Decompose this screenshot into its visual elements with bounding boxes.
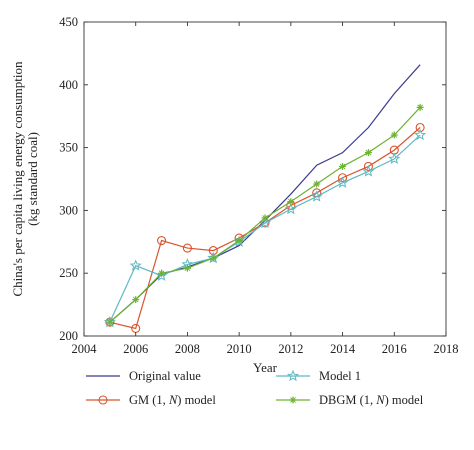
y-tick-label: 400 bbox=[59, 78, 78, 92]
data-point-star-marker bbox=[155, 269, 168, 281]
y-axis-label-line: (kg standard coal) bbox=[25, 132, 40, 226]
x-tick-label: 2014 bbox=[330, 342, 356, 356]
data-point-star-marker bbox=[310, 190, 323, 202]
series-line bbox=[109, 127, 421, 330]
plus-marker-d2 bbox=[417, 104, 423, 111]
plus-marker-d2 bbox=[107, 319, 113, 326]
legend-label: GM (1, N) model bbox=[129, 393, 216, 407]
legend-entry: DBGM (1, N) model bbox=[276, 393, 424, 407]
data-point-plus-marker bbox=[339, 162, 347, 170]
x-tick-label: 2004 bbox=[72, 342, 98, 356]
plus-marker-d2 bbox=[184, 265, 191, 272]
data-point-circle-marker bbox=[157, 235, 167, 246]
plus-marker-d2 bbox=[132, 296, 139, 303]
axes: 2004 2006 2008 2010 2012 2014 2016 2018 200 250 30… bbox=[10, 15, 459, 375]
data-point-circle-marker bbox=[363, 161, 373, 171]
y-tick-label: 450 bbox=[59, 15, 78, 29]
y-tick-label: 250 bbox=[59, 266, 78, 280]
series-3 bbox=[106, 103, 424, 326]
data-point-star-marker bbox=[129, 259, 142, 271]
data-point-star-marker bbox=[336, 176, 349, 188]
y-tick-label: 350 bbox=[59, 141, 78, 155]
plus-marker-d2 bbox=[365, 149, 372, 156]
data-point-plus-marker bbox=[364, 149, 372, 157]
data-point-star-marker bbox=[388, 152, 401, 165]
series-1 bbox=[105, 122, 425, 334]
legend-entry: GM (1, N) model bbox=[86, 393, 216, 407]
legend-label-part: ) model bbox=[177, 393, 216, 407]
plot-area bbox=[103, 64, 427, 334]
legend-label: Original value bbox=[129, 369, 201, 383]
y-axis-label-line: China's per capita living energy consump… bbox=[10, 61, 25, 296]
data-point-plus-marker bbox=[287, 198, 295, 206]
data-point-circle-marker bbox=[338, 173, 348, 183]
data-point-circle-marker bbox=[208, 246, 218, 256]
legend-entry: Model 1 bbox=[276, 369, 361, 383]
series-0 bbox=[109, 64, 421, 323]
data-point-plus-marker bbox=[261, 214, 269, 222]
data-point-star-marker bbox=[362, 165, 375, 177]
plus-marker-d2 bbox=[391, 132, 398, 138]
legend-label: DBGM (1, N) model bbox=[319, 393, 424, 407]
plus-marker-d2 bbox=[210, 255, 217, 261]
data-point-star-marker bbox=[284, 202, 297, 215]
data-point-plus-marker bbox=[183, 264, 191, 272]
series-line bbox=[109, 64, 421, 323]
data-point-plus-marker bbox=[132, 296, 140, 304]
y-tick-label: 300 bbox=[59, 203, 78, 217]
plus-marker-d2 bbox=[339, 163, 346, 170]
data-point-circle-marker bbox=[98, 395, 108, 405]
data-point-plus-marker bbox=[313, 180, 321, 188]
data-point-circle-marker bbox=[182, 243, 192, 253]
data-point-circle-marker bbox=[415, 122, 425, 133]
x-tick-label: 2016 bbox=[382, 342, 407, 356]
y-tick-label: 200 bbox=[59, 329, 78, 343]
legend-label-part: ) model bbox=[385, 393, 424, 407]
x-tick-label: 2006 bbox=[123, 342, 148, 356]
x-tick-label: 2010 bbox=[227, 342, 252, 356]
plot-frame bbox=[83, 21, 447, 337]
data-point-plus-marker bbox=[106, 318, 114, 326]
series-2 bbox=[103, 128, 427, 328]
legend-entry: Original value bbox=[86, 369, 201, 383]
legend-label-part: GM (1, bbox=[129, 393, 169, 407]
x-tick-label: 2012 bbox=[278, 342, 303, 356]
data-point-plus-marker bbox=[390, 131, 398, 139]
data-point-plus-marker bbox=[209, 254, 217, 262]
plus-marker-d2 bbox=[288, 198, 294, 205]
legend-label-part: DBGM (1, bbox=[319, 393, 376, 407]
plus-marker-d2 bbox=[236, 237, 242, 244]
data-point-plus-marker bbox=[235, 237, 243, 245]
legend-label-part: N bbox=[375, 393, 385, 407]
x-tick-label: 2018 bbox=[434, 342, 459, 356]
data-point-plus-marker bbox=[289, 396, 297, 404]
data-point-plus-marker bbox=[416, 103, 424, 111]
plus-marker-d2 bbox=[158, 270, 165, 277]
x-axis-label: Year bbox=[253, 360, 278, 375]
plus-marker-d2 bbox=[313, 181, 320, 187]
plus-marker-d2 bbox=[290, 397, 296, 403]
data-point-plus-marker bbox=[158, 269, 166, 277]
data-point-star-marker bbox=[286, 369, 300, 382]
legend-label-part: N bbox=[168, 393, 178, 407]
plus-marker-d2 bbox=[262, 215, 268, 221]
legend-label: Model 1 bbox=[319, 369, 361, 383]
data-point-star-marker bbox=[414, 128, 427, 141]
x-tick-label: 2008 bbox=[175, 342, 200, 356]
